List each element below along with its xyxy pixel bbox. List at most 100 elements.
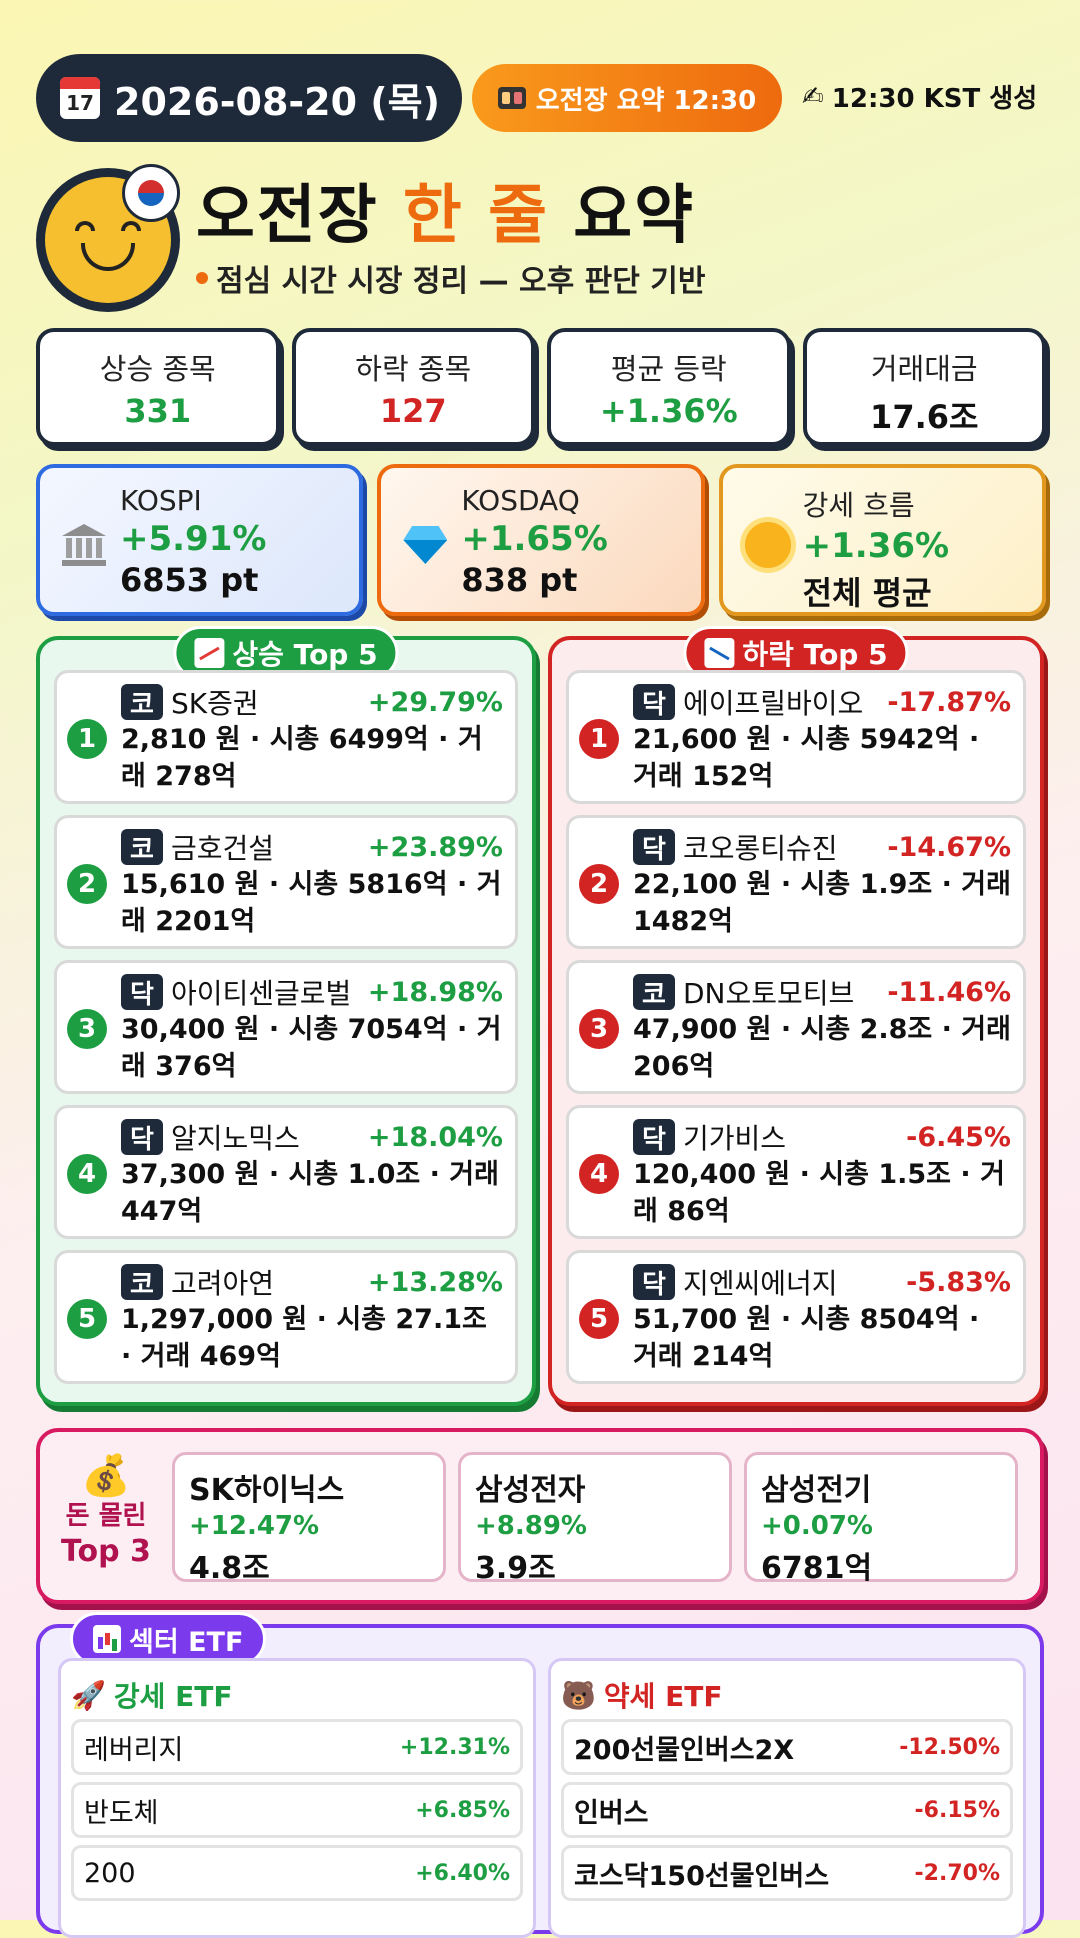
money-card[interactable]: 삼성전자 +8.89% 3.9조 (458, 1452, 732, 1586)
money-stock-change: +8.89% (475, 1511, 587, 1541)
etf-change: -12.50% (899, 1734, 1000, 1760)
list-item[interactable]: 4 닥 알지노믹스 +18.04% 37,300 원 · 시총 1.0조 · 거래 … (54, 1105, 518, 1239)
list-item[interactable]: 1 코 SK증권 +29.79% 2,810 원 · 시총 6499억 · 거래 2… (54, 670, 518, 804)
bar-chart-icon (93, 1625, 121, 1653)
stock-detail: 51,700 원 · 시총 8504억 · 거래 214억 (633, 1304, 980, 1372)
stat-value: +1.36% (599, 392, 738, 430)
date-pill: 17 2026-08-20 (목) (36, 54, 462, 142)
stat-label: 거래대금 (870, 352, 978, 386)
index-change: +5.91% (120, 519, 267, 559)
market-tag: 닥 (633, 829, 675, 865)
stock-change: +18.98% (367, 976, 503, 1008)
etf-name: 200선물인버스2X (574, 1734, 795, 1766)
gem-icon (403, 526, 448, 566)
money-flow-panel: 💰 돈 몰린 Top 3 SK하이닉스 +12.47% 4.8조 삼성전자 +8… (36, 1428, 1044, 1604)
list-item[interactable]: 1 닥 에이프릴바이오 -17.87% 21,600 원 · 시총 5942억 · … (566, 670, 1026, 804)
index-card-kosdaq: KOSDAQ +1.65% 838 pt (377, 464, 705, 616)
stock-detail: 1,297,000 원 · 시총 27.1조 · 거래 469억 (121, 1304, 487, 1372)
stock-detail: 30,400 원 · 시총 7054억 · 거래 376억 (121, 1014, 502, 1082)
stock-change: -5.83% (906, 1266, 1011, 1298)
stock-detail: 22,100 원 · 시총 1.9조 · 거래 1482억 (633, 869, 1011, 937)
etf-name: 200 (84, 1857, 136, 1889)
strong-etf-title: 강세 ETF (113, 1680, 233, 1713)
stock-name: 금호건설 (171, 832, 275, 865)
index-card-kospi: KOSPI +5.91% 6853 pt (36, 464, 364, 616)
list-item[interactable]: 2 닥 코오롱티슈진 -14.67% 22,100 원 · 시총 1.9조 · 거래… (566, 815, 1026, 949)
stat-value: 331 (124, 392, 192, 430)
stock-change: -11.46% (887, 976, 1011, 1008)
stock-name: 코오롱티슈진 (683, 832, 838, 865)
list-item[interactable]: 5 코 고려아연 +13.28% 1,297,000 원 · 시총 27.1조 · … (54, 1250, 518, 1384)
session-label: 오전장 요약 12:30 (535, 85, 757, 116)
index-change: +1.65% (461, 519, 608, 559)
weak-etf-header: 🐻 약세 ETF (561, 1671, 1013, 1719)
etf-change: +6.85% (415, 1797, 510, 1823)
weak-etf-column: 🐻 약세 ETF 200선물인버스2X -12.50% 인버스 -6.15% 코스닥… (548, 1658, 1026, 1938)
title-area: 오전장 한 줄 요약 점심 시간 시장 정리 — 오후 판단 기반 (36, 164, 1046, 314)
market-tag: 코 (121, 829, 163, 865)
list-item[interactable]: 반도체 +6.85% (71, 1782, 523, 1838)
bank-icon (62, 524, 106, 566)
gainers-panel: 상승 Top 5 1 코 SK증권 +29.79% 2,810 원 · 시총 649… (36, 626, 536, 1406)
money-card[interactable]: SK하이닉스 +12.47% 4.8조 (172, 1452, 446, 1586)
money-label-line2: Top 3 (61, 1534, 151, 1569)
money-bag-icon: 💰 (81, 1453, 131, 1499)
list-item[interactable]: 레버리지 +12.31% (71, 1719, 523, 1775)
etf-name: 코스닥150선물인버스 (574, 1860, 830, 1892)
rank-badge: 4 (67, 1154, 107, 1194)
stat-rising: 상승 종목 331 (36, 328, 280, 446)
title-part2: 요약 (573, 179, 696, 253)
losers-panel: 하락 Top 5 1 닥 에이프릴바이오 -17.87% 21,600 원 · 시총… (548, 626, 1044, 1406)
stat-volume: 거래대금 17.6조 (802, 328, 1046, 446)
stat-falling: 하락 종목 127 (291, 328, 535, 446)
etf-name: 레버리지 (84, 1734, 184, 1766)
index-name: KOSDAQ (461, 484, 580, 517)
market-stats: 상승 종목 331 하락 종목 127 평균 등락 +1.36% 거래대금 17… (36, 328, 1046, 446)
money-card[interactable]: 삼성전기 +0.07% 6781억 (744, 1452, 1018, 1586)
list-item[interactable]: 4 닥 기가비스 -6.45% 120,400 원 · 시총 1.5조 · 거래 8… (566, 1105, 1026, 1239)
money-flow-label: 💰 돈 몰린 Top 3 (52, 1454, 160, 1570)
list-item[interactable]: 3 닥 아이티센글로벌 +18.98% 30,400 원 · 시총 7054억 · … (54, 960, 518, 1094)
list-item[interactable]: 2 코 금호건설 +23.89% 15,610 원 · 시총 5816억 · 거래 … (54, 815, 518, 949)
chart-down-icon (704, 638, 735, 668)
stock-name: 알지노믹스 (171, 1122, 300, 1155)
rank-badge: 4 (579, 1154, 619, 1194)
stock-detail: 120,400 원 · 시총 1.5조 · 거래 86억 (633, 1159, 1005, 1227)
money-stock-change: +12.47% (189, 1511, 320, 1541)
stat-label: 하락 종목 (355, 352, 472, 386)
stock-name: 에이프릴바이오 (683, 687, 864, 720)
stat-label: 상승 종목 (99, 352, 216, 386)
etf-change: -2.70% (914, 1860, 1000, 1886)
stat-average: 평균 등락 +1.36% (547, 328, 791, 446)
list-item[interactable]: 3 코 DN오토모티브 -11.46% 47,900 원 · 시총 2.8조 · 거… (566, 960, 1026, 1094)
list-item[interactable]: 5 닥 지엔씨에너지 -5.83% 51,700 원 · 시총 8504억 · 거래… (566, 1250, 1026, 1384)
list-item[interactable]: 200 +6.40% (71, 1845, 523, 1901)
stock-change: +23.89% (367, 831, 503, 863)
generated-label: 12:30 KST 생성 (831, 84, 1038, 114)
bear-icon: 🐻 (561, 1678, 596, 1712)
rank-badge: 2 (67, 864, 107, 904)
title-part1: 오전장 (196, 179, 379, 253)
list-item[interactable]: 200선물인버스2X -12.50% (561, 1719, 1013, 1775)
session-badge: 오전장 요약 12:30 (472, 64, 782, 132)
stock-change: -14.67% (887, 831, 1011, 863)
stock-name: 아이티센글로벌 (171, 977, 352, 1010)
money-label-line1: 돈 몰린 (65, 1501, 147, 1531)
index-card-strong-flow: 강세 흐름 +1.36% 전체 평균 (718, 464, 1046, 616)
generated-time: ✍ 12:30 KST 생성 (802, 78, 1037, 115)
subtitle: 점심 시간 시장 정리 — 오후 판단 기반 (196, 256, 706, 300)
header: 17 2026-08-20 (목) 오전장 요약 12:30 ✍ 12:30 K… (36, 54, 1046, 142)
market-tag: 닥 (633, 1264, 675, 1300)
stat-label: 평균 등락 (610, 352, 727, 386)
money-stock-change: +0.07% (761, 1511, 873, 1541)
market-tag: 닥 (121, 1119, 163, 1155)
sun-icon (744, 522, 791, 568)
index-points: 전체 평균 (802, 574, 932, 612)
list-item[interactable]: 코스닥150선물인버스 -2.70% (561, 1845, 1013, 1901)
stock-name: 고려아연 (171, 1267, 275, 1300)
market-tag: 닥 (633, 684, 675, 720)
list-item[interactable]: 인버스 -6.15% (561, 1782, 1013, 1838)
sector-etf-title: 섹터 ETF (129, 1626, 244, 1658)
date-text: 2026-08-20 (목) (114, 79, 440, 124)
rocket-icon: 🚀 (71, 1678, 106, 1712)
